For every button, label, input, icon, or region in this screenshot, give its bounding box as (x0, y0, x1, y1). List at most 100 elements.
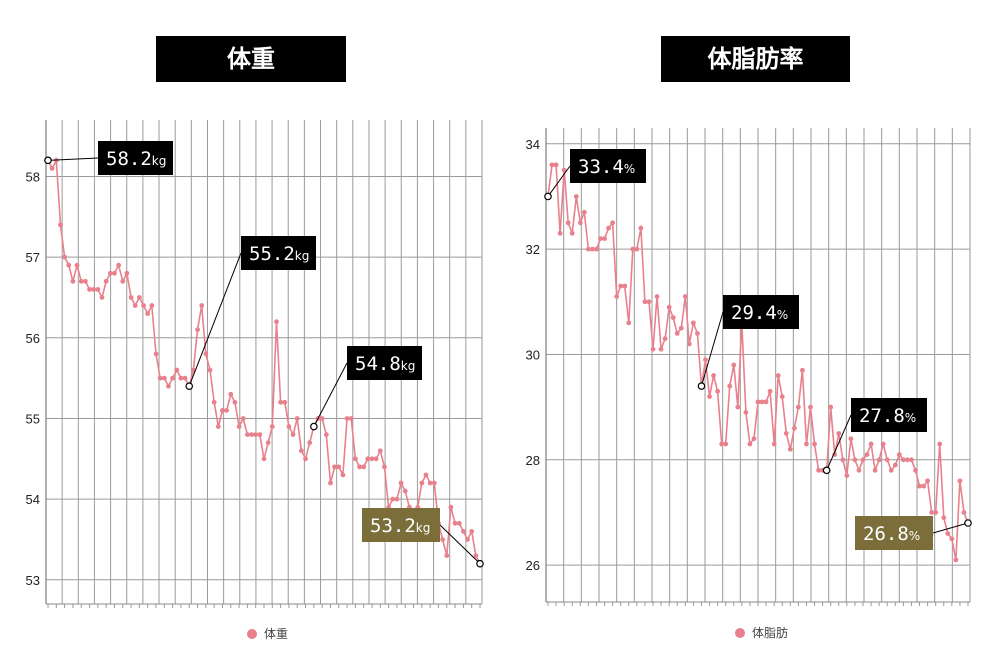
data-point (174, 367, 180, 373)
data-point (957, 478, 963, 484)
callout-unit: kg (401, 359, 416, 373)
data-point (690, 320, 696, 326)
data-point (153, 351, 159, 357)
legend-swatch (247, 629, 257, 639)
callout-label: 58.2kg (106, 148, 166, 170)
data-point (711, 373, 716, 378)
data-point (323, 432, 329, 437)
callout-marker (544, 192, 552, 201)
data-point (565, 220, 571, 226)
data-point (336, 464, 342, 470)
data-point (759, 399, 765, 405)
data-point (70, 278, 76, 284)
data-point (236, 424, 242, 429)
data-point (377, 448, 383, 454)
data-point (132, 303, 138, 308)
data-point (373, 456, 379, 462)
y-tick-label: 55 (26, 411, 40, 426)
y-tick-label: 26 (526, 558, 540, 573)
data-point (945, 531, 951, 536)
data-point (307, 440, 313, 446)
data-point (795, 404, 801, 410)
data-point (261, 456, 267, 462)
callout-marker (822, 466, 831, 475)
data-point (800, 367, 805, 373)
data-point (900, 457, 906, 463)
data-point (743, 410, 749, 415)
data-point (145, 311, 151, 316)
callout-value: 26.8 (863, 523, 909, 545)
data-point (220, 408, 225, 413)
data-point (448, 504, 454, 510)
data-point (727, 383, 733, 389)
callout-unit: % (624, 162, 635, 176)
data-point (257, 432, 263, 437)
data-point (646, 299, 652, 305)
data-point (751, 436, 757, 442)
data-point (74, 262, 80, 268)
legend-label: 体脂肪 (752, 625, 788, 640)
data-point (182, 375, 188, 381)
data-point (715, 388, 721, 394)
data-point (695, 331, 700, 336)
data-point (602, 236, 607, 242)
y-tick-label: 30 (526, 347, 540, 362)
data-point (348, 416, 354, 421)
data-point (274, 319, 279, 325)
data-point (953, 557, 959, 563)
data-point (585, 246, 591, 252)
data-point (852, 457, 858, 463)
data-point (382, 464, 387, 470)
data-point (925, 478, 931, 484)
callout-value: 27.8 (859, 405, 905, 427)
data-point (864, 452, 870, 457)
callout-value: 55.2 (249, 243, 295, 265)
callout-unit: kg (152, 154, 167, 168)
callout-label: 26.8% (863, 523, 920, 545)
data-point (427, 480, 433, 486)
data-point (344, 416, 350, 421)
data-point (723, 441, 729, 447)
data-point (112, 270, 117, 276)
callout-leader (547, 165, 571, 197)
data-point (178, 375, 184, 381)
data-point (658, 346, 664, 352)
callout-box (347, 346, 422, 380)
data-point (678, 325, 684, 331)
data-point (444, 553, 450, 558)
data-point (933, 510, 939, 515)
data-point (357, 464, 362, 470)
data-point (244, 432, 250, 437)
callout-marker (964, 519, 972, 527)
data-point (909, 457, 914, 463)
data-point (282, 399, 288, 405)
data-point (929, 510, 935, 515)
data-point (682, 294, 688, 299)
data-point (666, 304, 672, 310)
data-point (905, 457, 910, 463)
callout-box (570, 149, 646, 183)
data-point (783, 431, 789, 436)
y-tick-label: 28 (526, 453, 540, 468)
y-tick-label: 54 (26, 492, 40, 507)
data-point (618, 283, 624, 289)
callout-leader (826, 414, 852, 471)
data-point (161, 375, 167, 381)
callout-leader (439, 524, 481, 565)
data-point (352, 456, 358, 462)
data-point (120, 278, 126, 284)
callout-leader (188, 252, 242, 387)
data-point (767, 388, 773, 394)
data-point (440, 537, 446, 542)
callout-box (241, 236, 316, 270)
data-point (735, 404, 741, 410)
callout-marker (476, 559, 484, 568)
callout-label: 33.4% (578, 156, 635, 178)
data-point (553, 162, 559, 168)
callout-unit: % (777, 308, 788, 322)
data-point (240, 416, 246, 421)
data-point (569, 230, 575, 236)
data-point (195, 327, 200, 333)
data-point (149, 303, 155, 308)
